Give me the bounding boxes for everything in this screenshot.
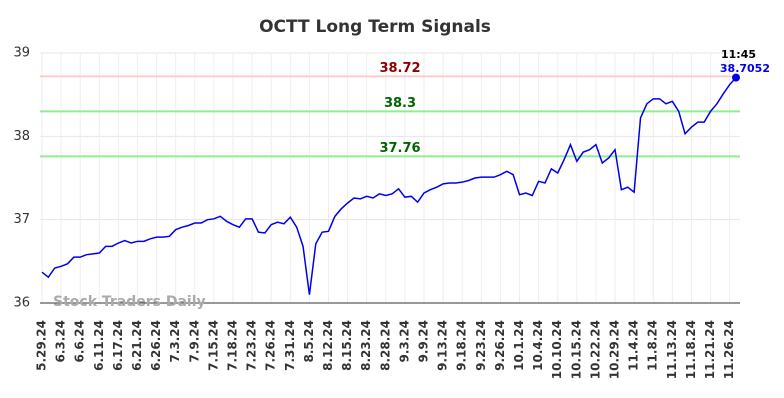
x-tick-label: 6.26.24 <box>149 320 163 371</box>
x-tick-label: 9.23.24 <box>474 320 488 371</box>
x-tick-label: 8.23.24 <box>359 320 373 371</box>
time-label: 11:45 <box>721 48 756 61</box>
y-tick-label: 39 <box>13 46 30 61</box>
x-tick-label: 5.29.24 <box>35 320 49 371</box>
signal-label: 38.3 <box>384 96 416 111</box>
last-point <box>732 73 740 82</box>
watermark: Stock Traders Daily <box>53 294 206 310</box>
x-tick-label: 10.15.24 <box>569 320 583 379</box>
x-tick-label: 11.4.24 <box>627 320 641 371</box>
x-tick-label: 6.6.24 <box>73 320 87 363</box>
x-tick-label: 6.17.24 <box>111 320 125 371</box>
x-tick-label: 8.28.24 <box>378 320 392 371</box>
x-tick-label: 9.18.24 <box>455 320 469 371</box>
y-tick-label: 38 <box>13 129 30 144</box>
y-tick-label: 37 <box>13 212 30 227</box>
chart-title: OCTT Long Term Signals <box>259 17 491 37</box>
x-tick-label: 10.22.24 <box>588 320 602 379</box>
x-tick-label: 11.21.24 <box>703 320 717 379</box>
x-tick-label: 10.1.24 <box>512 320 526 371</box>
x-tick-label: 10.4.24 <box>531 320 545 371</box>
x-tick-label: 9.3.24 <box>397 320 411 363</box>
x-tick-label: 7.3.24 <box>168 320 182 363</box>
x-tick-label: 7.15.24 <box>206 320 220 371</box>
x-tick-label: 7.23.24 <box>245 320 259 371</box>
x-tick-label: 9.13.24 <box>436 320 450 371</box>
x-tick-label: 8.5.24 <box>302 320 316 363</box>
x-tick-label: 7.9.24 <box>187 320 201 363</box>
price-line <box>41 77 737 295</box>
x-tick-label: 8.12.24 <box>321 320 335 371</box>
signal-label: 37.76 <box>379 141 420 156</box>
x-tick-label: 7.26.24 <box>264 320 278 371</box>
x-tick-label: 11.13.24 <box>665 320 679 379</box>
x-tick-label: 7.18.24 <box>226 320 240 371</box>
x-tick-label: 6.21.24 <box>130 320 144 371</box>
signal-label: 38.72 <box>379 61 420 76</box>
x-tick-label: 10.29.24 <box>608 320 622 379</box>
y-tick-label: 36 <box>13 296 30 311</box>
x-tick-label: 8.15.24 <box>340 320 354 371</box>
x-tick-label: 11.8.24 <box>646 320 660 371</box>
x-tick-label: 9.9.24 <box>417 320 431 363</box>
x-tick-label: 9.26.24 <box>493 320 507 371</box>
x-tick-label: 11.18.24 <box>684 320 698 379</box>
x-tick-label: 7.31.24 <box>283 320 297 371</box>
x-tick-label: 6.3.24 <box>54 320 68 363</box>
x-tick-label: 11.26.24 <box>722 320 736 379</box>
x-tick-label: 6.11.24 <box>92 320 106 371</box>
x-tick-label: 10.10.24 <box>550 320 564 379</box>
last-value-label: 38.7052 <box>720 62 770 75</box>
